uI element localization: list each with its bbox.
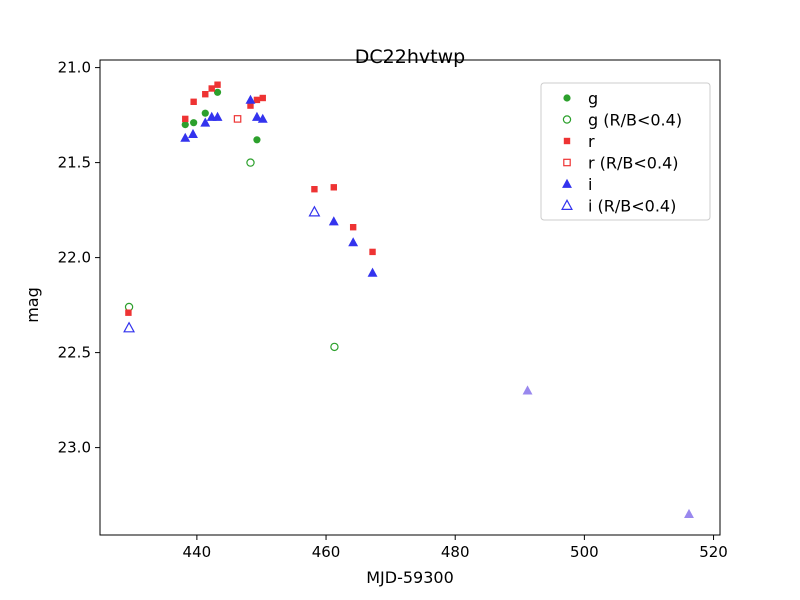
- data-point: [259, 94, 266, 102]
- legend-label: i: [588, 175, 592, 194]
- legend-marker: [562, 115, 572, 124]
- y-tick-label: 21.0: [58, 59, 91, 77]
- legend-item: i: [562, 175, 592, 194]
- data-point: [367, 267, 378, 277]
- x-axis-label: MJD-59300: [366, 568, 454, 587]
- data-point: [190, 98, 197, 105]
- data-point: [684, 508, 694, 518]
- data-point: [245, 94, 256, 104]
- x-tick-label: 480: [441, 543, 470, 561]
- plot-area: [123, 81, 694, 518]
- data-point: [522, 385, 533, 395]
- data-point: [330, 184, 337, 191]
- x-tick-label: 520: [699, 543, 728, 561]
- data-point: [200, 117, 211, 127]
- data-point: [212, 111, 223, 121]
- data-point: [182, 115, 189, 123]
- y-tick-label: 22.0: [58, 249, 91, 267]
- series-4: [180, 94, 378, 277]
- series-6: [522, 385, 694, 518]
- legend-marker: [563, 94, 571, 102]
- data-point: [214, 81, 221, 88]
- x-tick-label: 500: [570, 543, 599, 561]
- data-point: [253, 96, 261, 104]
- series-3: [233, 115, 242, 123]
- data-point: [188, 128, 198, 138]
- legend-label: g: [588, 89, 598, 108]
- data-point: [208, 85, 215, 92]
- series-0: [181, 88, 261, 144]
- legend-marker: [563, 137, 571, 145]
- data-point: [246, 158, 255, 167]
- axes: 440 460 480 500 520 21.0 21.5 22.0 22.5 23.0: [58, 59, 728, 561]
- chart-title: DC22hvtwp: [355, 46, 465, 68]
- x-tick-label: 460: [312, 543, 341, 561]
- data-point: [202, 91, 209, 98]
- legend-item: r (R/B<0.4): [563, 154, 678, 173]
- plot-frame: [99, 59, 721, 536]
- data-point: [328, 216, 339, 226]
- legend-item: g: [563, 89, 598, 108]
- legend-marker: [563, 158, 571, 167]
- y-tick-label: 21.5: [58, 154, 91, 172]
- data-point: [201, 109, 209, 117]
- legend-item: g (R/B<0.4): [562, 111, 682, 130]
- data-point: [311, 186, 318, 193]
- legend-marker: [561, 199, 573, 210]
- legend-item: i (R/B<0.4): [561, 197, 676, 216]
- data-point: [308, 205, 321, 217]
- y-tick-label: 22.5: [58, 344, 91, 362]
- legend-label: r: [588, 132, 595, 151]
- data-point: [123, 321, 136, 333]
- legend-label: g (R/B<0.4): [588, 111, 682, 130]
- legend-item: r: [563, 132, 595, 151]
- data-point: [181, 121, 189, 129]
- legend-box: [540, 82, 711, 221]
- legend-label: i (R/B<0.4): [588, 197, 676, 216]
- y-axis-label: mag: [23, 287, 42, 323]
- data-point: [349, 224, 357, 231]
- data-point: [233, 115, 242, 123]
- y-tick-label: 23.0: [58, 439, 91, 457]
- data-point: [213, 88, 222, 96]
- data-point: [125, 309, 132, 316]
- series-2: [125, 81, 376, 316]
- data-point: [253, 136, 261, 144]
- data-point: [257, 113, 268, 123]
- data-point: [251, 111, 262, 121]
- legend: g g (R/B<0.4) r r (R/B<0.4) i i (R/B<0.4): [540, 82, 711, 221]
- data-point: [247, 102, 254, 109]
- data-point: [369, 248, 376, 256]
- x-tick-label: 440: [183, 543, 212, 561]
- data-point: [348, 237, 359, 247]
- legend-marker: [562, 178, 572, 188]
- data-point: [190, 119, 198, 127]
- data-point: [180, 132, 191, 142]
- data-point: [330, 342, 339, 352]
- series-5: [123, 205, 321, 333]
- legend-label: r (R/B<0.4): [588, 154, 678, 173]
